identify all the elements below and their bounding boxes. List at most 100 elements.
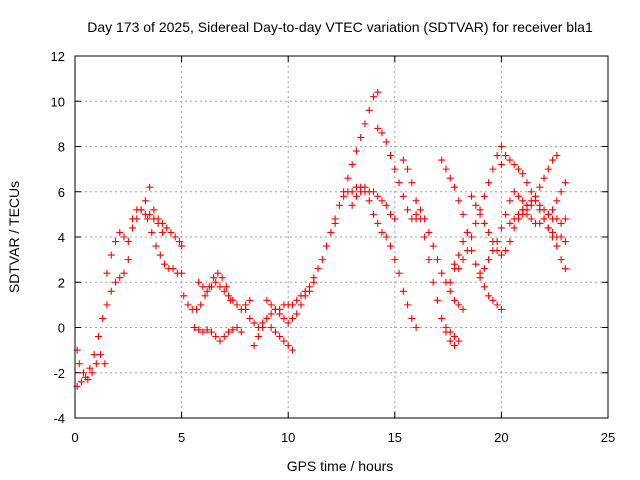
series-trace-15 (374, 124, 420, 223)
series-trace-7 (195, 278, 254, 313)
data-point (433, 256, 441, 264)
data-point (408, 179, 416, 187)
data-point (293, 296, 301, 304)
data-point (446, 337, 454, 345)
data-point (214, 269, 222, 277)
data-point (280, 314, 288, 322)
data-point (502, 247, 510, 255)
data-point (310, 278, 318, 286)
chart-title: Day 173 of 2025, Sidereal Day-to-day VTE… (87, 19, 593, 35)
series-trace-18 (438, 156, 505, 313)
data-point (506, 197, 514, 205)
data-point (314, 265, 322, 273)
series-trace-5 (143, 215, 186, 277)
data-point (129, 215, 137, 223)
data-point (301, 292, 309, 300)
data-point (553, 152, 561, 160)
data-point (387, 242, 395, 250)
data-point (442, 324, 450, 331)
data-point (544, 224, 552, 232)
data-point (489, 247, 497, 255)
data-point (450, 333, 458, 341)
y-tick-label: 10 (51, 94, 65, 109)
series-trace-1 (73, 256, 132, 390)
data-point (502, 152, 510, 160)
series-trace-11 (263, 278, 318, 327)
data-point (352, 147, 360, 155)
data-point (412, 197, 420, 205)
data-point (124, 256, 132, 264)
data-point (404, 301, 412, 309)
data-point (161, 260, 169, 268)
data-point (154, 215, 162, 223)
data-point (408, 314, 416, 322)
data-point (497, 161, 505, 169)
series-trace-21 (442, 324, 463, 345)
data-point (178, 242, 186, 250)
data-point (201, 292, 209, 300)
data-point (97, 351, 105, 359)
series-trace-2 (73, 346, 109, 384)
data-point (276, 310, 284, 318)
data-point (561, 179, 569, 187)
data-point (80, 369, 88, 377)
data-point (94, 333, 102, 341)
data-point (348, 201, 356, 209)
data-point (365, 106, 373, 114)
data-point (510, 224, 518, 232)
data-point (378, 129, 386, 137)
data-point (446, 287, 454, 295)
data-point (557, 219, 565, 227)
data-point (399, 192, 407, 200)
series-trace-6 (180, 269, 235, 313)
y-tick-label: 2 (58, 275, 65, 290)
data-point (112, 238, 120, 246)
data-point (175, 238, 183, 246)
data-point (84, 376, 92, 384)
data-point (374, 192, 382, 200)
data-point (369, 93, 377, 101)
series-trace-16 (399, 156, 458, 350)
data-point (557, 233, 565, 241)
data-point (112, 278, 120, 286)
data-point (150, 206, 158, 214)
data-point (395, 269, 403, 277)
series-trace-27 (544, 224, 569, 246)
data-point (323, 242, 331, 250)
data-point (242, 305, 250, 313)
data-point (190, 324, 198, 331)
data-point (92, 360, 100, 368)
data-point (246, 296, 254, 304)
data-point (88, 369, 96, 377)
data-point (455, 251, 463, 259)
data-point (267, 324, 275, 331)
data-points (73, 88, 569, 390)
data-point (391, 165, 399, 173)
data-point (107, 287, 115, 295)
data-point (90, 351, 98, 359)
data-point (297, 301, 305, 309)
series-trace-3 (103, 183, 166, 277)
data-point (335, 201, 343, 209)
series-trace-26 (519, 197, 569, 227)
grid-lines (75, 56, 608, 418)
data-point (485, 256, 493, 264)
series-trace-24 (497, 152, 569, 273)
data-point (506, 238, 514, 246)
data-point (404, 165, 412, 173)
data-point (497, 143, 505, 150)
data-point (220, 287, 228, 295)
data-point (199, 283, 207, 291)
data-point (340, 192, 348, 200)
data-point (493, 301, 501, 309)
data-point (276, 333, 284, 341)
data-point (399, 156, 407, 164)
data-point (86, 364, 94, 372)
data-point (169, 265, 177, 273)
data-point (485, 179, 493, 187)
data-point (455, 301, 463, 309)
data-point (480, 283, 488, 291)
data-point (561, 215, 569, 223)
x-tick-label: 20 (494, 430, 508, 445)
data-point (497, 251, 505, 259)
